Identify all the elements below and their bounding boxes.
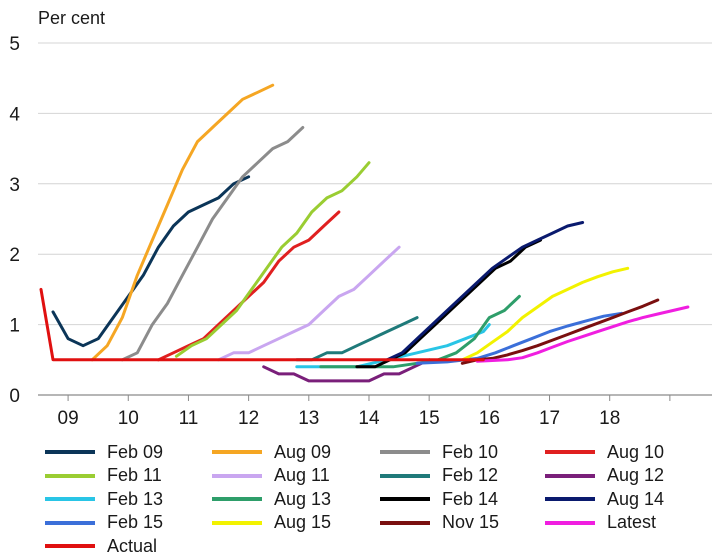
legend-item-feb-12: Feb 12 — [380, 464, 498, 488]
legend-swatch — [380, 450, 430, 454]
legend-swatch — [380, 497, 430, 501]
y-tick-label: 5 — [9, 34, 20, 55]
x-tick-label: 14 — [358, 408, 380, 429]
legend-item-aug-14: Aug 14 — [545, 487, 664, 511]
x-tick-label: 10 — [118, 408, 139, 429]
y-axis-unit-label: Per cent — [38, 8, 106, 28]
legend-item-feb-11: Feb 11 — [45, 464, 162, 488]
legend-swatch — [212, 450, 262, 454]
legend-swatch — [212, 497, 262, 501]
x-tick-label: 15 — [419, 408, 440, 429]
y-tick-label: 2 — [9, 245, 20, 266]
legend-swatch — [45, 450, 95, 454]
legend-label: Aug 15 — [274, 512, 332, 532]
legend-swatch — [212, 473, 262, 478]
legend-item-aug-13: Aug 13 — [212, 487, 331, 511]
legend-label: Aug 11 — [274, 465, 330, 485]
legend-item-feb-15: Feb 15 — [45, 511, 163, 535]
legend-swatch — [545, 473, 595, 478]
legend-label: Actual — [107, 535, 158, 556]
x-tick-label: 11 — [179, 408, 199, 429]
x-tick-label: 09 — [58, 408, 79, 429]
legend-swatch — [545, 520, 595, 525]
legend-swatch — [45, 544, 95, 548]
series-line-actual — [39, 287, 485, 362]
legend: Feb 09 Aug 09 Feb 10 Aug 10 Feb 11 Aug 11 Feb … — [0, 430, 723, 559]
legend-item-aug-10: Aug 10 — [545, 440, 664, 464]
legend-item-feb-13: Feb 13 — [45, 487, 163, 511]
legend-label: Aug 10 — [607, 441, 665, 462]
x-tick-label: 12 — [238, 408, 259, 429]
y-tick-label: 1 — [9, 316, 20, 337]
series-line-latest — [475, 305, 690, 363]
legend-item-feb-10: Feb 10 — [380, 440, 498, 464]
line-chart: Per cent 0 1 2 3 4 5 09 10 11 12 13 14 15 16 17 18 — [9, 8, 712, 429]
legend-item-latest: Latest — [545, 511, 656, 535]
legend-label: Feb 10 — [442, 441, 499, 462]
legend-swatch — [45, 473, 95, 478]
x-tick-label: 17 — [539, 408, 560, 429]
legend-label: Aug 12 — [607, 465, 665, 485]
series-line-feb-11 — [174, 161, 371, 358]
y-tick-label: 3 — [9, 175, 20, 196]
y-tick-label: 4 — [9, 104, 20, 125]
legend-swatch — [212, 520, 262, 525]
series-line-aug-11 — [217, 245, 401, 362]
x-tick-label: 16 — [479, 408, 500, 429]
series-line-feb-09 — [51, 175, 251, 348]
legend-item-actual: Actual — [45, 534, 157, 558]
legend-item-aug-11: Aug 11 — [212, 464, 330, 488]
legend-swatch — [380, 473, 430, 478]
legend-label: Aug 13 — [274, 488, 332, 509]
legend-swatch — [380, 520, 430, 525]
legend-item-feb-09: Feb 09 — [45, 440, 163, 464]
series-line-feb-12 — [295, 316, 419, 362]
series-line-aug-09 — [90, 83, 275, 362]
legend-label: Nov 15 — [442, 512, 500, 532]
legend-item-feb-14: Feb 14 — [380, 487, 498, 511]
legend-swatch — [545, 497, 595, 501]
legend-label: Feb 14 — [442, 488, 499, 509]
legend-label: Aug 14 — [607, 488, 665, 509]
series-line-nov-15 — [460, 298, 660, 365]
legend-label: Feb 12 — [442, 465, 499, 485]
legend-item-nov-15: Nov 15 — [380, 511, 499, 535]
x-tick-label: 18 — [599, 408, 620, 429]
series-line-aug-13 — [319, 294, 521, 369]
legend-label: Latest — [607, 512, 657, 532]
legend-item-aug-12: Aug 12 — [545, 464, 664, 488]
legend-swatch — [545, 450, 595, 454]
x-tick-label: 13 — [298, 408, 319, 429]
legend-label: Feb 09 — [107, 441, 164, 462]
legend-item-aug-09: Aug 09 — [212, 440, 331, 464]
legend-item-aug-15: Aug 15 — [212, 511, 331, 535]
y-tick-label: 0 — [9, 386, 20, 407]
series-line-aug-12 — [262, 358, 431, 383]
series-line-aug-10 — [156, 210, 341, 362]
series-line-aug-14 — [385, 221, 585, 362]
series-line-feb-10 — [120, 126, 305, 362]
series-line-aug-15 — [460, 266, 630, 362]
legend-swatch — [45, 520, 95, 525]
legend-label: Feb 11 — [107, 465, 162, 485]
legend-swatch — [45, 497, 95, 501]
legend-label: Feb 15 — [107, 512, 164, 532]
legend-label: Aug 09 — [274, 441, 332, 462]
legend-label: Feb 13 — [107, 488, 164, 509]
